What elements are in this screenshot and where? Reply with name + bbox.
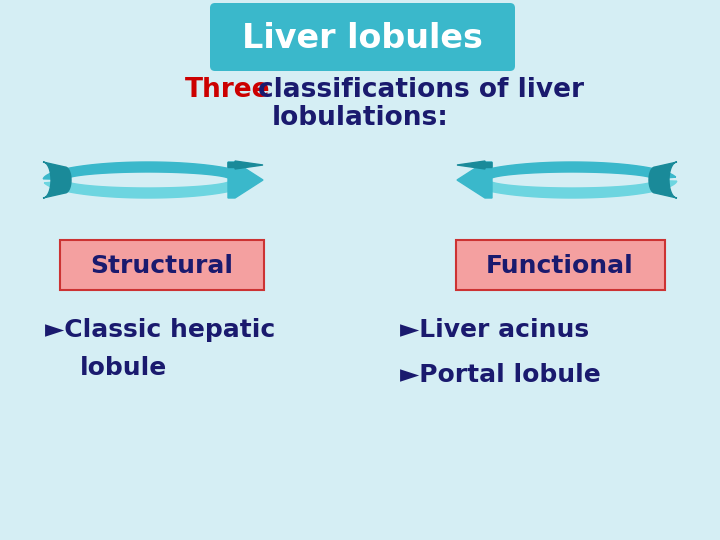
FancyBboxPatch shape [210, 3, 515, 71]
FancyArrow shape [228, 162, 263, 198]
Text: ►Classic hepatic: ►Classic hepatic [45, 318, 275, 342]
FancyArrow shape [228, 161, 263, 169]
Text: classifications of liver: classifications of liver [258, 77, 584, 103]
Polygon shape [45, 181, 252, 198]
FancyArrow shape [457, 162, 492, 198]
Polygon shape [43, 162, 253, 179]
FancyBboxPatch shape [60, 240, 264, 290]
Text: ►Liver acinus: ►Liver acinus [400, 318, 589, 342]
Text: lobule: lobule [80, 356, 167, 380]
Text: Structural: Structural [91, 254, 233, 278]
Text: ►Portal lobule: ►Portal lobule [400, 363, 600, 387]
FancyBboxPatch shape [456, 240, 665, 290]
Text: lobulations:: lobulations: [271, 105, 449, 131]
Polygon shape [468, 162, 675, 179]
Polygon shape [43, 162, 71, 198]
Text: Liver lobules: Liver lobules [242, 23, 482, 56]
Text: Three: Three [185, 77, 271, 103]
Polygon shape [649, 162, 677, 198]
Polygon shape [467, 180, 677, 198]
FancyArrow shape [457, 161, 492, 169]
Text: Functional: Functional [486, 254, 634, 278]
